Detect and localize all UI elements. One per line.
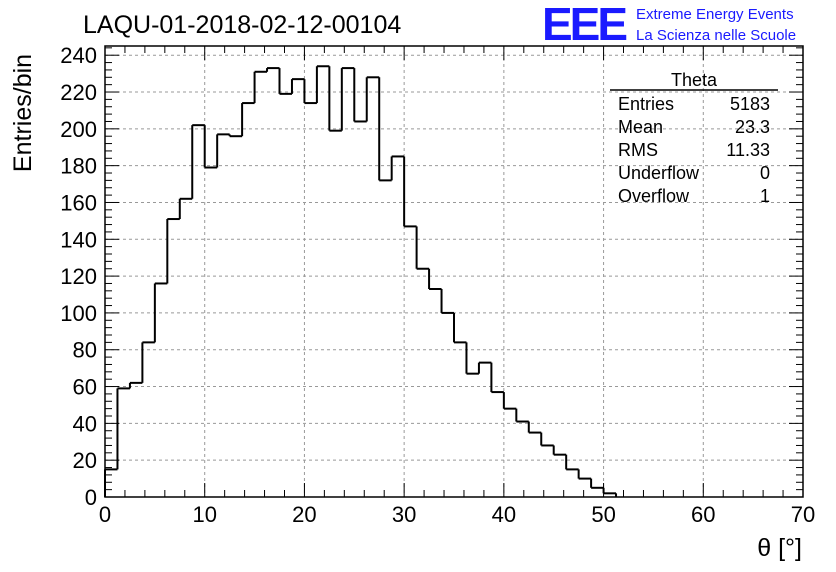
grid-lines — [105, 46, 803, 497]
y-tick-label: 100 — [60, 301, 97, 326]
x-tick-label: 30 — [392, 502, 416, 527]
stats-label-rms: RMS — [618, 140, 658, 160]
stats-value-rms: 11.33 — [726, 140, 770, 160]
stats-label-entries: Entries — [618, 94, 674, 114]
plot-frame — [104, 45, 804, 498]
y-tick-label: 180 — [60, 154, 97, 179]
y-tick-label: 140 — [60, 227, 97, 252]
y-tick-label: 240 — [60, 43, 97, 68]
stats-box: Theta Entries 5183 Mean 23.3 RMS 11.33 U… — [610, 70, 778, 206]
y-tick-label: 20 — [73, 448, 97, 473]
logo-line-1: Extreme Energy Events — [636, 6, 794, 23]
plot-frame-rect — [104, 45, 804, 498]
axis-ticks: 0 10 20 30 40 50 60 700204060801001201401601802… — [60, 43, 815, 527]
stats-value-mean: 23.3 — [735, 117, 770, 137]
stats-label-overflow: Overflow — [618, 186, 690, 206]
x-axis-label: θ [°] — [757, 534, 802, 562]
logo-mark: EEE — [542, 0, 626, 50]
y-tick-label: 60 — [73, 375, 97, 400]
y-tick-label: 120 — [60, 264, 97, 289]
y-tick-label: 40 — [73, 411, 97, 436]
y-tick-label: 80 — [73, 338, 97, 363]
histogram-series — [104, 65, 618, 497]
stats-value-underflow: 0 — [760, 163, 770, 183]
run-title: LAQU-01-2018-02-12-00104 — [83, 11, 401, 39]
logo-line-2: La Scienza nelle Scuole — [636, 27, 796, 44]
x-tick-label: 70 — [791, 502, 815, 527]
stats-title: Theta — [671, 70, 718, 90]
stats-value-entries: 5183 — [730, 94, 770, 114]
stats-label-mean: Mean — [618, 117, 663, 137]
y-tick-label: 220 — [60, 80, 97, 105]
x-tick-label: 60 — [691, 502, 715, 527]
y-tick-label: 200 — [60, 117, 97, 142]
eee-logo: EEE Extreme Energy Events La Scienza nel… — [542, 0, 796, 50]
x-tick-label: 10 — [192, 502, 216, 527]
y-axis-label: Entries/bin — [9, 54, 37, 172]
x-tick-label: 20 — [292, 502, 316, 527]
stats-label-underflow: Underflow — [618, 163, 700, 183]
x-tick-label: 0 — [99, 502, 111, 527]
y-tick-label: 160 — [60, 190, 97, 215]
y-tick-label: 0 — [85, 485, 97, 510]
x-tick-label: 40 — [492, 502, 516, 527]
x-tick-label: 50 — [591, 502, 615, 527]
stats-value-overflow: 1 — [760, 186, 770, 206]
